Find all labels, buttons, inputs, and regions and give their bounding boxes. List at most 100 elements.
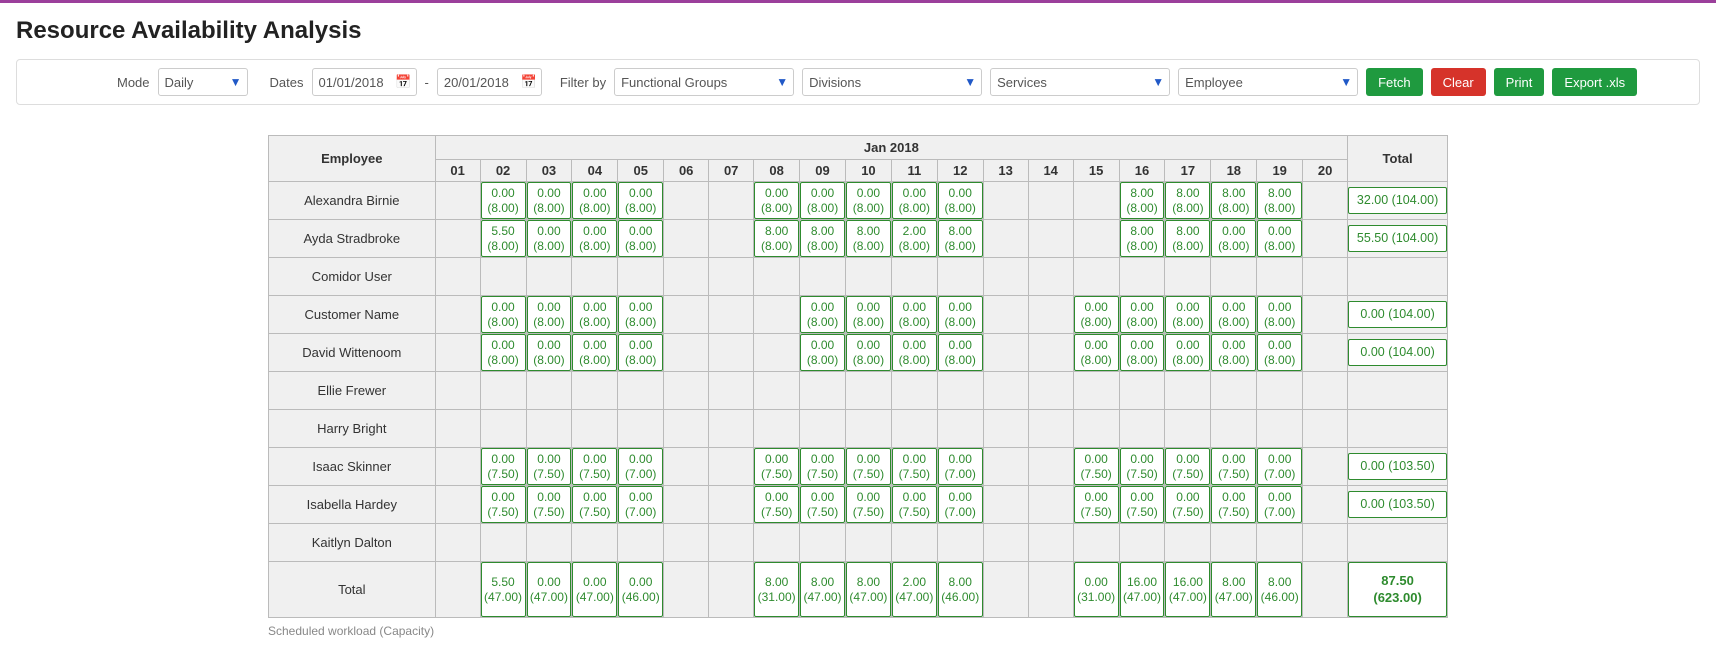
day-header: 18 xyxy=(1211,160,1257,182)
availability-table: Employee Jan 2018 Total 0102030405060708… xyxy=(268,135,1448,618)
day-cell: 0.00(8.00) xyxy=(526,220,572,258)
day-cell: 0.00(31.00) xyxy=(1073,562,1119,618)
row-total: 0.00 (104.00) xyxy=(1348,296,1448,334)
row-total: 55.50 (104.00) xyxy=(1348,220,1448,258)
day-header: 16 xyxy=(1119,160,1165,182)
day-cell xyxy=(709,334,754,372)
day-cell xyxy=(664,410,709,448)
day-cell xyxy=(709,372,754,410)
day-cell xyxy=(937,524,983,562)
day-cell: 8.00(8.00) xyxy=(845,220,891,258)
page-title: Resource Availability Analysis xyxy=(16,17,1700,45)
day-cell xyxy=(891,410,937,448)
day-cell xyxy=(664,258,709,296)
day-cell xyxy=(1028,524,1073,562)
day-cell xyxy=(480,410,526,448)
day-cell xyxy=(1028,220,1073,258)
day-cell xyxy=(709,524,754,562)
day-cell: 0.00(7.50) xyxy=(845,448,891,486)
day-cell: 0.00(8.00) xyxy=(1257,296,1303,334)
day-cell: 8.00(8.00) xyxy=(1257,182,1303,220)
day-cell xyxy=(754,258,800,296)
day-cell: 0.00(8.00) xyxy=(480,296,526,334)
day-header: 03 xyxy=(526,160,572,182)
employee-name: Isabella Hardey xyxy=(269,486,436,524)
day-cell xyxy=(572,410,618,448)
day-cell: 0.00(7.50) xyxy=(800,486,846,524)
day-header: 11 xyxy=(891,160,937,182)
day-cell: 0.00(8.00) xyxy=(1165,334,1211,372)
day-cell xyxy=(435,182,480,220)
functional-groups-select[interactable]: Functional Groups xyxy=(614,68,794,96)
day-cell xyxy=(1028,448,1073,486)
day-cell xyxy=(435,486,480,524)
day-cell xyxy=(480,372,526,410)
day-cell: 5.50(8.00) xyxy=(480,220,526,258)
day-cell: 0.00(8.00) xyxy=(1257,220,1303,258)
row-total xyxy=(1348,524,1448,562)
day-cell xyxy=(1119,410,1165,448)
day-cell xyxy=(480,524,526,562)
day-cell xyxy=(1028,562,1073,618)
fetch-button[interactable]: Fetch xyxy=(1366,68,1423,96)
day-cell xyxy=(664,220,709,258)
day-cell: 0.00(7.50) xyxy=(1119,486,1165,524)
day-cell xyxy=(983,410,1028,448)
day-cell: 0.00(7.50) xyxy=(845,486,891,524)
day-cell xyxy=(1119,372,1165,410)
day-cell xyxy=(1211,524,1257,562)
day-cell xyxy=(983,486,1028,524)
employee-name: Ellie Frewer xyxy=(269,372,436,410)
date-from-input[interactable] xyxy=(312,68,417,96)
day-cell xyxy=(1028,182,1073,220)
day-cell xyxy=(664,334,709,372)
day-cell xyxy=(1303,410,1348,448)
day-cell: 0.00(8.00) xyxy=(618,334,664,372)
day-cell xyxy=(1028,334,1073,372)
day-cell xyxy=(1073,220,1119,258)
day-cell xyxy=(845,410,891,448)
day-cell: 0.00(8.00) xyxy=(800,296,846,334)
services-select[interactable]: Services xyxy=(990,68,1170,96)
export-xls-button[interactable]: Export .xls xyxy=(1552,68,1637,96)
filterby-label: Filter by xyxy=(560,75,606,90)
mode-select[interactable]: Daily xyxy=(158,68,248,96)
employee-name: Harry Bright xyxy=(269,410,436,448)
print-button[interactable]: Print xyxy=(1494,68,1545,96)
total-label: Total xyxy=(269,562,436,618)
filter-bar: Mode Daily ▼ Dates 📅 - 📅 Filter by Funct… xyxy=(16,59,1700,105)
day-cell xyxy=(435,562,480,618)
total-header: Total xyxy=(1348,136,1448,182)
day-cell xyxy=(435,410,480,448)
day-cell xyxy=(526,410,572,448)
employee-select[interactable]: Employee xyxy=(1178,68,1358,96)
day-cell: 0.00(8.00) xyxy=(845,182,891,220)
date-to-input[interactable] xyxy=(437,68,542,96)
clear-button[interactable]: Clear xyxy=(1431,68,1486,96)
day-cell: 0.00(7.50) xyxy=(1211,448,1257,486)
day-cell: 0.00(7.50) xyxy=(526,448,572,486)
day-cell xyxy=(754,524,800,562)
day-cell xyxy=(891,258,937,296)
day-header: 12 xyxy=(937,160,983,182)
day-header: 14 xyxy=(1028,160,1073,182)
day-header: 15 xyxy=(1073,160,1119,182)
day-header: 19 xyxy=(1257,160,1303,182)
day-cell xyxy=(664,562,709,618)
table-row: Isabella Hardey0.00(7.50)0.00(7.50)0.00(… xyxy=(269,486,1448,524)
day-cell xyxy=(664,524,709,562)
day-cell: 2.00(8.00) xyxy=(891,220,937,258)
day-cell: 0.00(7.50) xyxy=(572,486,618,524)
day-cell xyxy=(1119,258,1165,296)
table-row: Ellie Frewer xyxy=(269,372,1448,410)
day-header: 01 xyxy=(435,160,480,182)
day-cell: 0.00(8.00) xyxy=(572,220,618,258)
day-header: 02 xyxy=(480,160,526,182)
day-cell xyxy=(1257,410,1303,448)
day-cell: 0.00(8.00) xyxy=(526,296,572,334)
day-cell: 0.00(8.00) xyxy=(480,182,526,220)
day-cell: 8.00(8.00) xyxy=(1211,182,1257,220)
day-cell xyxy=(709,220,754,258)
divisions-select[interactable]: Divisions xyxy=(802,68,982,96)
day-cell: 8.00(8.00) xyxy=(1165,182,1211,220)
